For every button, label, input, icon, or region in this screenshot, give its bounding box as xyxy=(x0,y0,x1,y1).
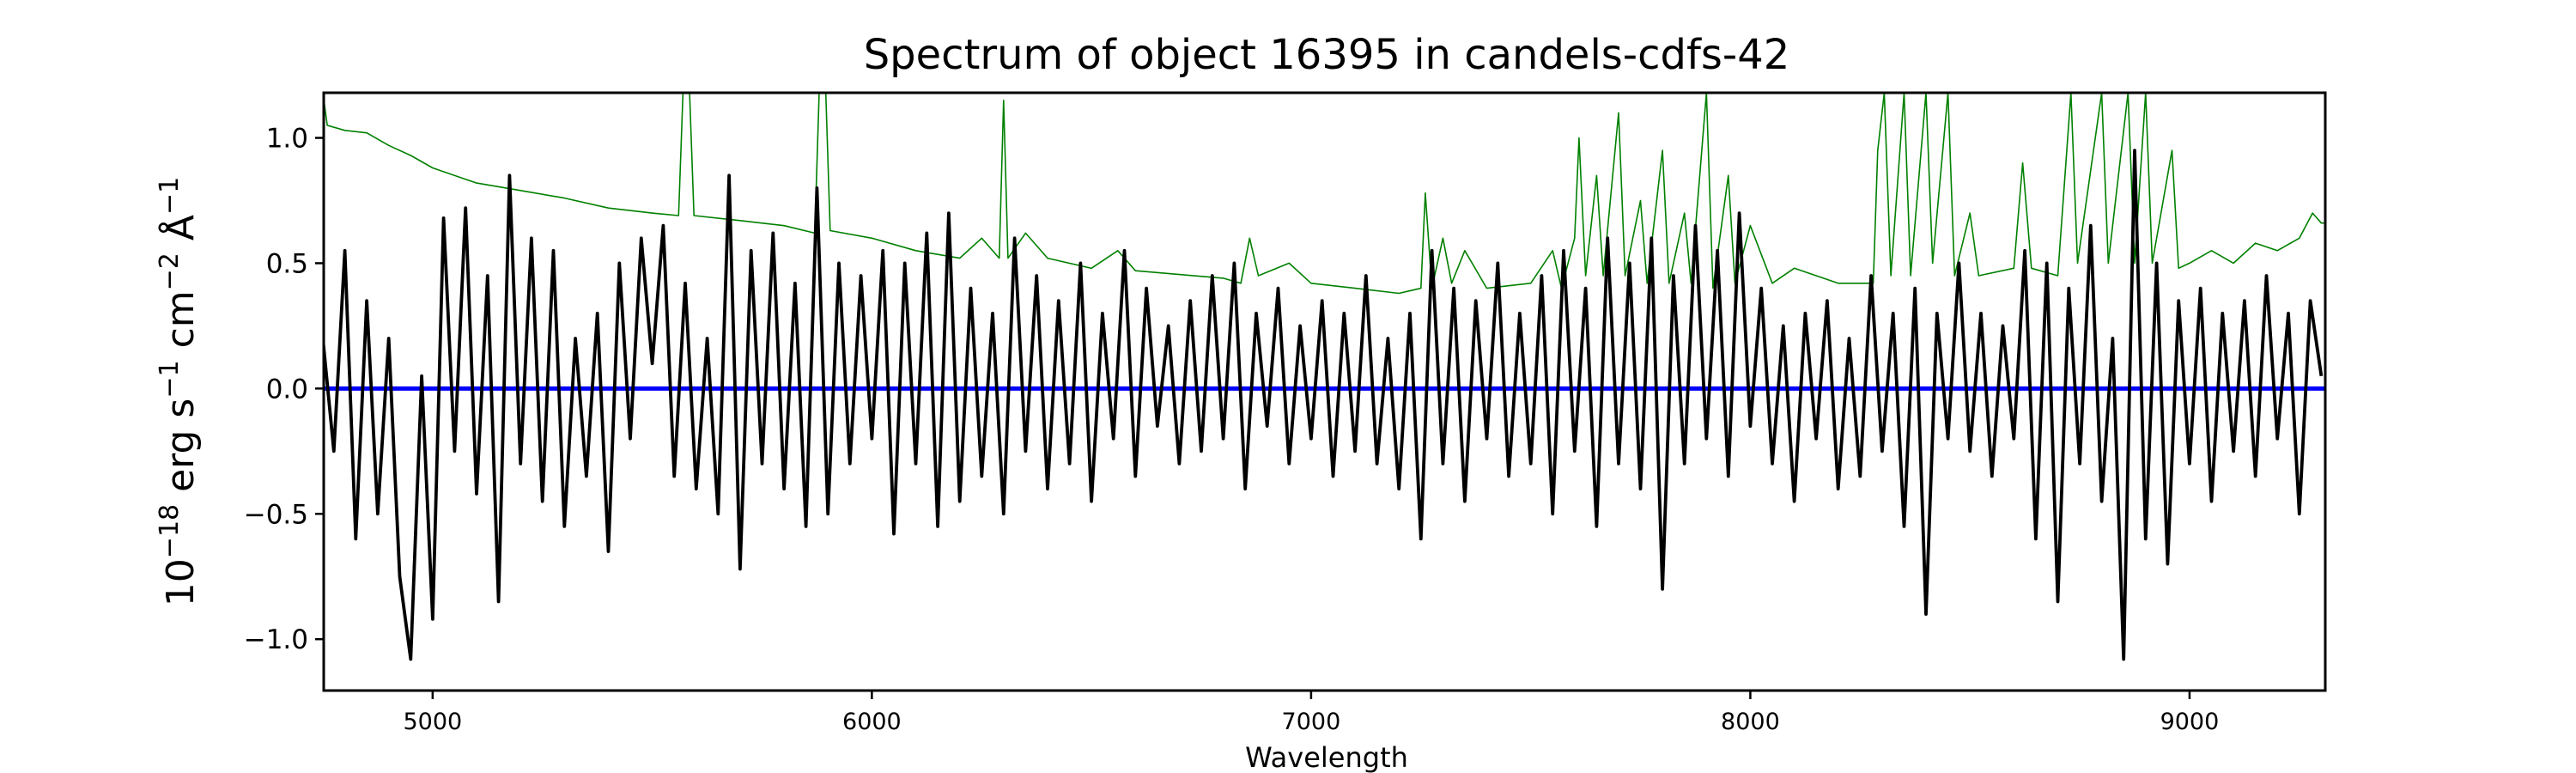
x-tick-label: 5000 xyxy=(403,709,462,735)
error-series-line xyxy=(324,93,2325,295)
y-tick-label: 0.5 xyxy=(266,248,308,279)
y-tick-label: −1.0 xyxy=(244,624,308,655)
x-tick-label: 8000 xyxy=(1721,709,1780,735)
y-tick-label: 0.0 xyxy=(266,374,308,405)
y-axis-label: 10−18 erg s−1 cm−2 Å−1 xyxy=(155,177,203,606)
x-tick-label: 9000 xyxy=(2160,709,2220,735)
plot-frame xyxy=(322,91,2327,692)
x-axis-label: Wavelength xyxy=(1245,741,1408,773)
y-tick-label: −0.5 xyxy=(244,499,308,530)
flux-series-line xyxy=(324,149,2324,661)
x-tick-label: 6000 xyxy=(842,709,902,735)
x-tick-label: 7000 xyxy=(1282,709,1341,735)
y-tick-label: 1.0 xyxy=(266,124,308,155)
chart-title: Spectrum of object 16395 in candels-cdfs… xyxy=(864,31,1790,79)
